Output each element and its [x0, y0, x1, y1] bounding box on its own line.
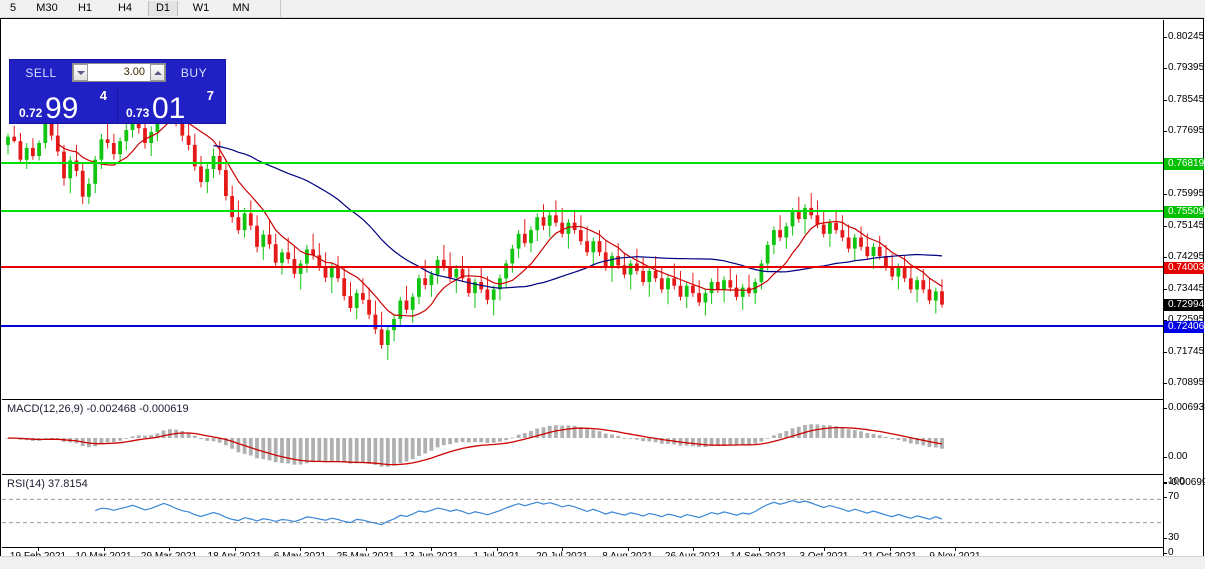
- buy-price-fraction: 7: [206, 88, 214, 103]
- level-line-0.76819[interactable]: [1, 161, 1203, 164]
- buy-price-main: 01: [152, 92, 186, 125]
- buy-button[interactable]: BUY: [180, 66, 208, 80]
- candlestick-plot: [6, 74, 944, 360]
- price-label-red: 0.74003: [1164, 262, 1204, 275]
- volume-input[interactable]: 3.00: [72, 63, 166, 82]
- date-tick-mark: [562, 548, 563, 551]
- date-tick-mark: [234, 548, 236, 551]
- date-tick-mark: [38, 548, 39, 551]
- date-tick-mark: [300, 548, 301, 551]
- macd-plot: [6, 424, 944, 467]
- date-tick-mark: [824, 548, 825, 551]
- macd-label: MACD(12,26,9) -0.002468 -0.000619: [7, 403, 189, 415]
- price-label-green: 0.75509: [1164, 206, 1204, 219]
- level-line-0.74003[interactable]: [1, 266, 1203, 269]
- macd-pane[interactable]: MACD(12,26,9) -0.002468 -0.000619: [2, 399, 1165, 473]
- one-click-trading-panel[interactable]: SELL 3.00 BUY 0.72 99 4 0.73 01 7: [9, 59, 226, 125]
- date-tick-mark: [955, 548, 956, 551]
- rsi-pane[interactable]: RSI(14) 37.8154: [2, 474, 1165, 546]
- status-bar: [0, 556, 1205, 569]
- volume-value: 3.00: [123, 66, 145, 78]
- price-label-current: 0.72994: [1164, 299, 1204, 312]
- sell-price-display[interactable]: 0.72 99 4: [11, 86, 118, 125]
- rsi-label: RSI(14) 37.8154: [7, 478, 88, 490]
- rsi-plot: [2, 498, 1165, 526]
- sell-price-main: 99: [45, 92, 79, 125]
- timeframe-h1[interactable]: H1: [77, 2, 93, 14]
- buy-price-prefix: 0.73: [126, 106, 150, 120]
- timeframe-m30[interactable]: M30: [36, 2, 58, 14]
- volume-decrement-button[interactable]: [73, 64, 88, 81]
- date-tick-mark: [758, 548, 760, 551]
- timeframe-toolbar: 5 M30 H1 H4 D1 W1 MN: [0, 0, 1205, 18]
- date-tick-mark: [627, 548, 629, 551]
- ocp-controls-row: SELL 3.00 BUY: [10, 60, 225, 85]
- timeframe-w1[interactable]: W1: [192, 2, 210, 14]
- date-tick-mark: [431, 548, 432, 551]
- timeframe-d1[interactable]: D1: [148, 1, 178, 16]
- buy-price-display[interactable]: 0.73 01 7: [118, 86, 224, 125]
- date-tick-mark: [103, 548, 105, 551]
- chart-frame: ▲AUDUSD-,Daily0.73447 0.73668 0.72913 0.…: [0, 18, 1205, 567]
- level-line-0.75509[interactable]: [1, 210, 1203, 213]
- sell-button[interactable]: SELL: [25, 66, 57, 80]
- date-tick-mark: [365, 548, 367, 551]
- date-tick-mark: [496, 548, 498, 551]
- chevron-down-icon: [77, 71, 85, 75]
- date-tick-mark: [693, 548, 694, 551]
- timeframe-h4[interactable]: H4: [117, 2, 133, 14]
- volume-increment-button[interactable]: [150, 64, 165, 81]
- price-scale[interactable]: 0.802450.793950.785450.776950.768450.759…: [1163, 20, 1205, 567]
- price-label-blue: 0.72406: [1164, 321, 1204, 334]
- date-tick-mark: [889, 548, 891, 551]
- timeframe-mn[interactable]: MN: [232, 2, 250, 14]
- sell-price-fraction: 4: [99, 88, 107, 103]
- sell-price-prefix: 0.72: [19, 106, 43, 120]
- date-tick-mark: [169, 548, 170, 551]
- chevron-up-icon: [154, 71, 162, 75]
- price-label-green: 0.76819: [1164, 157, 1204, 170]
- level-line-0.72406[interactable]: [1, 325, 1203, 328]
- timeframe-5[interactable]: 5: [9, 2, 17, 14]
